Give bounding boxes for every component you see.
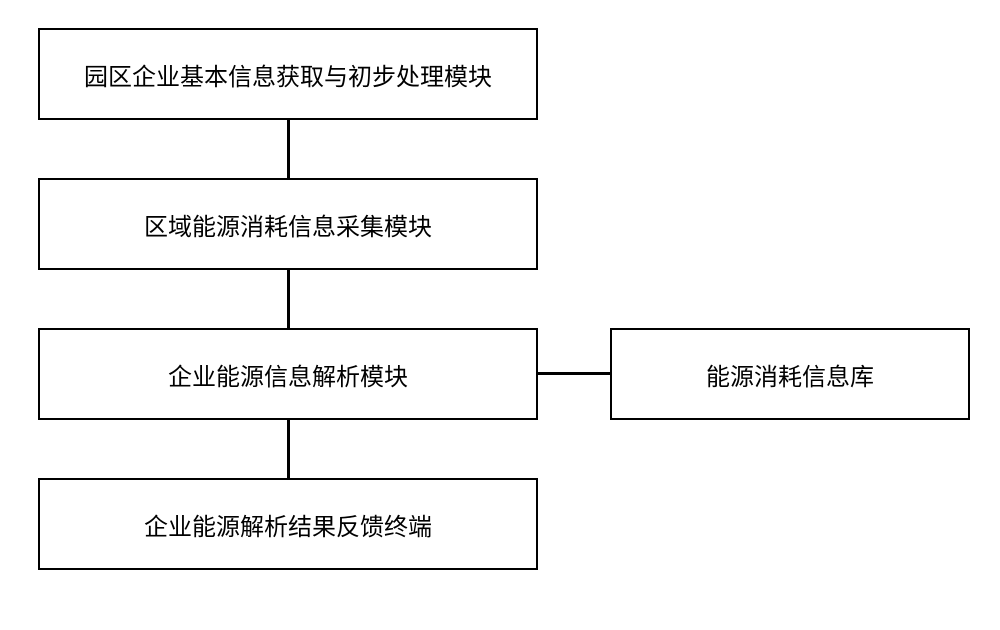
connector-2-3 [287, 270, 290, 328]
node-label: 园区企业基本信息获取与初步处理模块 [74, 57, 502, 92]
node-label: 能源消耗信息库 [696, 357, 884, 392]
flowchart-node-3: 企业能源信息解析模块 [38, 328, 538, 420]
connector-1-2 [287, 120, 290, 178]
flowchart-node-4: 企业能源解析结果反馈终端 [38, 478, 538, 570]
flowchart-node-1: 园区企业基本信息获取与初步处理模块 [38, 28, 538, 120]
flowchart-node-5: 能源消耗信息库 [610, 328, 970, 420]
node-label: 区域能源消耗信息采集模块 [134, 207, 442, 242]
connector-3-5 [538, 372, 610, 375]
node-label: 企业能源解析结果反馈终端 [134, 507, 442, 542]
node-label: 企业能源信息解析模块 [158, 357, 418, 392]
connector-3-4 [287, 420, 290, 478]
flowchart-node-2: 区域能源消耗信息采集模块 [38, 178, 538, 270]
